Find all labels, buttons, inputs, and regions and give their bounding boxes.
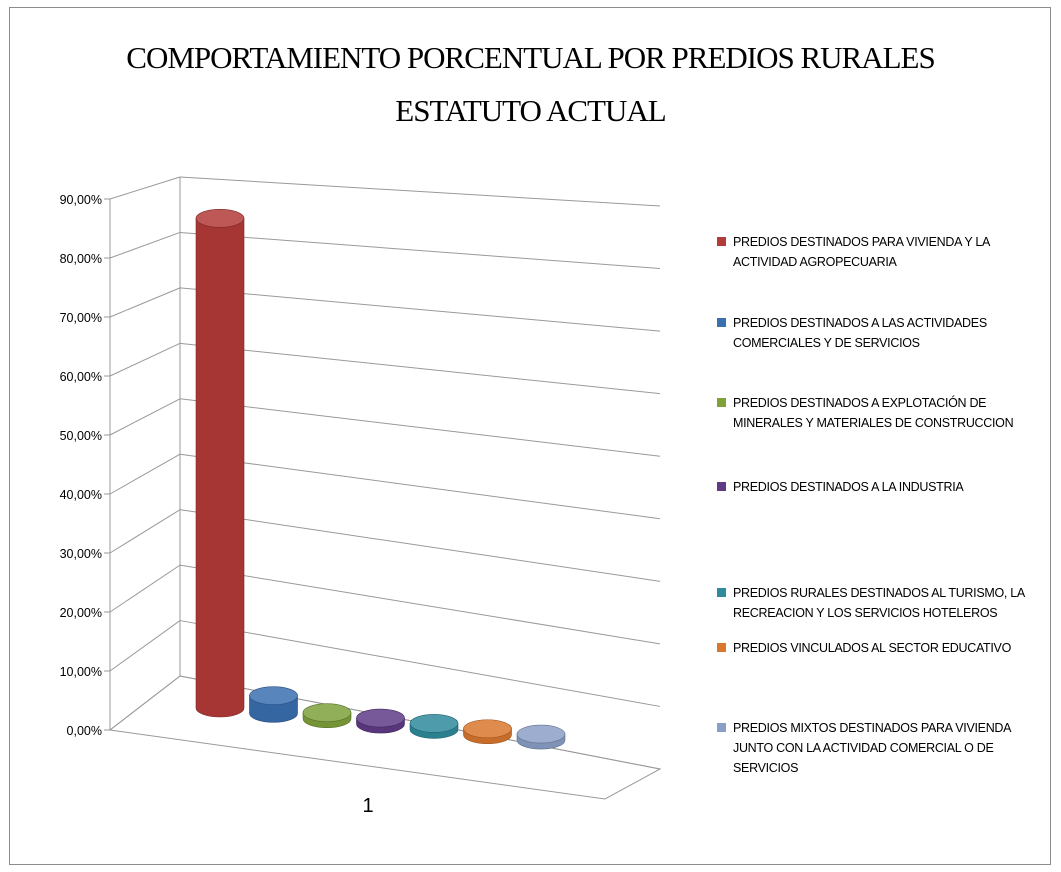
side-gridline: [109, 342, 181, 377]
side-gridline: [109, 398, 181, 436]
legend-label-line: PREDIOS DESTINADOS A LAS ACTIVIDADES: [733, 316, 987, 330]
legend-label: PREDIOS MIXTOS DESTINADOS PARA VIVIENDA J…: [733, 718, 1053, 778]
side-gridline: [109, 176, 181, 200]
legend-swatch: [717, 237, 726, 246]
y-tick-label: 10,00%: [60, 665, 102, 679]
legend-label: PREDIOS RURALES DESTINADOS AL TURISMO, L…: [733, 583, 1053, 623]
y-tick-label: 50,00%: [60, 429, 102, 443]
gridline: [179, 564, 661, 645]
y-tick-label: 0,00%: [67, 724, 102, 738]
bar-cylinder-top: [516, 724, 566, 744]
gridline: [179, 287, 661, 332]
side-gridline: [109, 453, 181, 495]
side-gridline: [109, 675, 181, 731]
legend-swatch: [717, 723, 726, 732]
legend-label-line: SERVICIOS: [733, 761, 799, 775]
bar-cylinder-top: [356, 708, 405, 728]
gridline: [179, 342, 661, 395]
gridline: [179, 398, 661, 457]
legend-label-line: PREDIOS MIXTOS DESTINADOS PARA VIVIENDA: [733, 721, 1012, 735]
legend-label-line: RECREACION Y LOS SERVICIOS HOTELEROS: [733, 606, 998, 620]
legend-label: PREDIOS DESTINADOS A EXPLOTACIÓN DE MINER…: [733, 393, 1053, 433]
legend-label: PREDIOS DESTINADOS A LA INDUSTRIA: [733, 477, 1053, 497]
legend-swatch: [717, 482, 726, 491]
legend-label: PREDIOS DESTINADOS PARA VIVIENDA Y LA ACT…: [733, 232, 1053, 272]
y-tick-label: 40,00%: [60, 488, 102, 502]
gridline: [179, 176, 661, 207]
legend-label-line: JUNTO CON LA ACTIVIDAD COMERCIAL O DE: [733, 741, 994, 755]
legend-label-line: PREDIOS DESTINADOS A LA INDUSTRIA: [733, 480, 964, 494]
bar-cylinder-top: [249, 686, 298, 705]
legend-label-line: PREDIOS RURALES DESTINADOS AL TURISMO, L…: [733, 586, 1025, 600]
side-gridline: [109, 231, 181, 259]
legend-label: PREDIOS DESTINADOS A LAS ACTIVIDADES COME…: [733, 313, 1053, 353]
y-tick-label: 60,00%: [60, 370, 102, 384]
bar-cylinder-top: [409, 714, 459, 733]
legend-label-line: PREDIOS DESTINADOS A EXPLOTACIÓN DE: [733, 396, 987, 410]
legend-label-line: ACTIVIDAD AGROPECUARIA: [733, 255, 897, 269]
legend-label-line: COMERCIALES Y DE SERVICIOS: [733, 336, 920, 350]
y-tick-label: 80,00%: [60, 252, 102, 266]
floor: [108, 675, 662, 800]
gridline: [179, 231, 661, 270]
bar-cylinder-top: [463, 719, 512, 739]
legend-swatch: [717, 318, 726, 327]
x-category-label: 1: [362, 795, 373, 817]
chart-subtitle: ESTATUTO ACTUAL: [395, 93, 666, 128]
legend-label-line: PREDIOS DESTINADOS PARA VIVIENDA Y LA: [733, 235, 991, 249]
y-tick-label: 70,00%: [60, 311, 102, 325]
gridline: [179, 620, 661, 707]
y-tick-label: 30,00%: [60, 547, 102, 561]
legend-label-line: MINERALES Y MATERIALES DE CONSTRUCCION: [733, 416, 1014, 430]
bar-cylinder-top: [302, 703, 352, 723]
legend-label-line: PREDIOS VINCULADOS AL SECTOR EDUCATIVO: [733, 641, 1012, 655]
side-gridline: [109, 509, 181, 554]
chart-title: COMPORTAMIENTO PORCENTUAL POR PREDIOS RU…: [126, 40, 935, 75]
gridline: [179, 453, 661, 520]
bar-cylinder-top: [195, 209, 245, 228]
legend-swatch: [717, 398, 726, 407]
side-gridline: [109, 564, 181, 613]
bar-cylinder-body: [195, 218, 245, 718]
side-gridline: [109, 620, 181, 672]
y-tick-label: 90,00%: [60, 193, 102, 207]
y-tick-label: 20,00%: [60, 606, 102, 620]
legend-swatch: [717, 643, 726, 652]
side-gridline: [109, 287, 181, 318]
gridline: [179, 509, 661, 582]
legend-swatch: [717, 588, 726, 597]
legend-label: PREDIOS VINCULADOS AL SECTOR EDUCATIVO: [733, 638, 1053, 658]
